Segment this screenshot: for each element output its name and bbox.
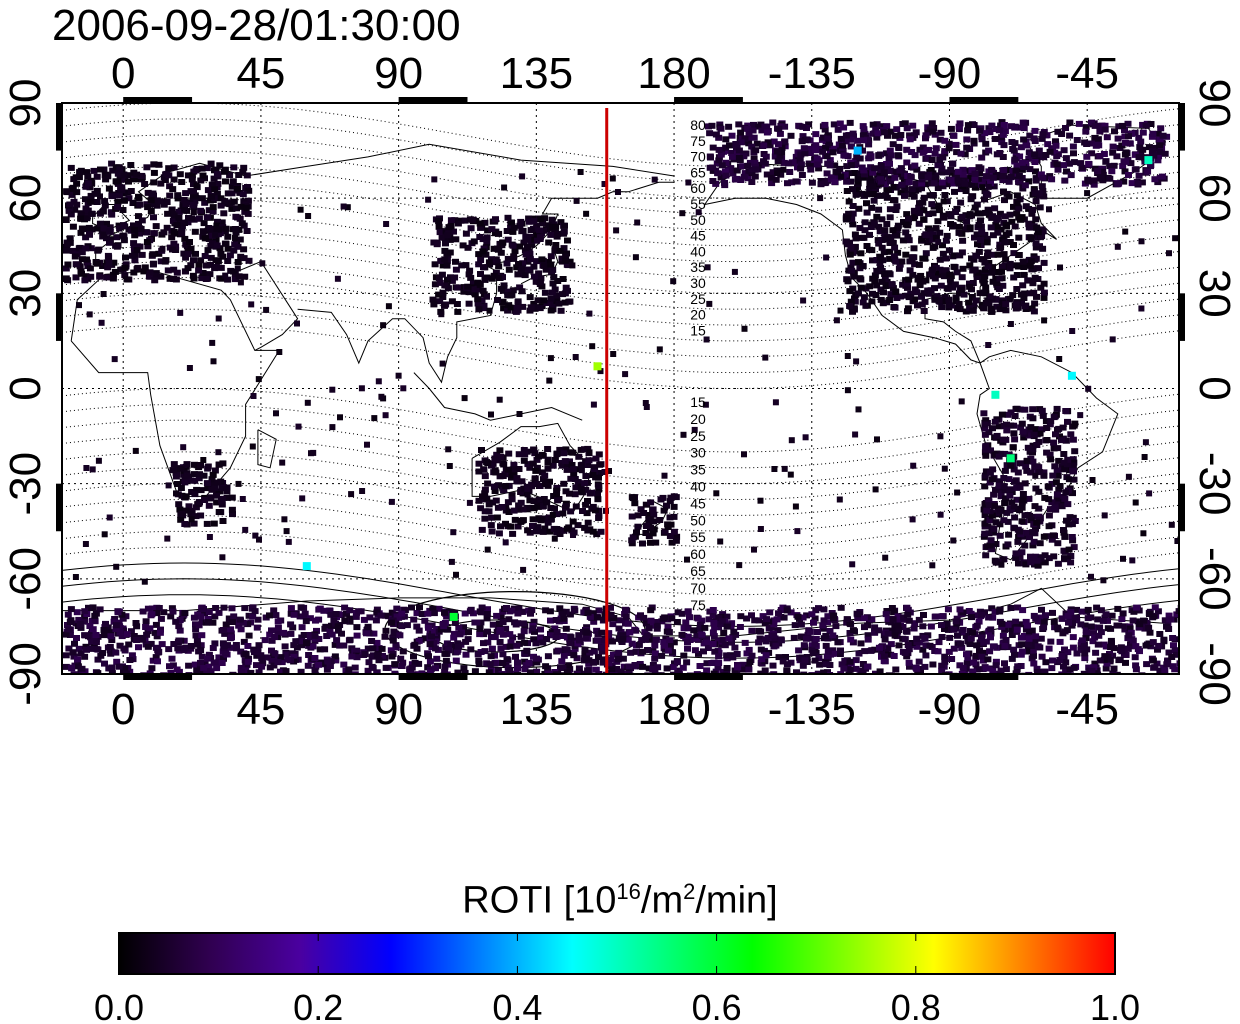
contour-label: 20	[690, 307, 706, 323]
colorbar: 0.0 0.2 0.4 0.6 0.8 1.0	[94, 932, 1140, 1024]
left-lat-tick: 60	[1, 174, 50, 223]
roti-hotspot	[449, 612, 458, 621]
contour-label: 40	[690, 243, 706, 259]
colorbar-tick-label: 0.0	[94, 987, 144, 1024]
colorbar-tick-label: 1.0	[1090, 987, 1140, 1024]
contour-label: 40	[690, 479, 706, 495]
roti-hotspot	[302, 562, 311, 571]
right-lat-tick: 60	[1190, 174, 1239, 223]
top-lon-tick: -45	[1055, 49, 1119, 98]
left-lat-tick: -30	[1, 452, 50, 516]
roti-hotspot	[1144, 156, 1153, 165]
contour-label: 50	[690, 212, 706, 228]
colorbar-title: ROTI [1016/m2/min]	[462, 879, 778, 922]
contour-label: 65	[690, 563, 706, 579]
roti-data-cells	[62, 119, 1179, 674]
roti-hotspot	[1006, 454, 1015, 463]
map-title: 2006-09-28/01:30:00	[52, 1, 461, 50]
contour-label: 70	[690, 149, 706, 165]
top-lon-tick: 135	[500, 49, 573, 98]
axis-tick-labels: 0 45 90 135 180 -135 -90 -45 0 45 90 135 180 -135 -90 -…	[1, 49, 1239, 734]
bottom-lon-tick: 45	[236, 685, 285, 734]
roti-hotspot	[853, 146, 862, 155]
contour-label: 75	[690, 133, 706, 149]
plot-frame	[61, 102, 1180, 675]
contour-label: 55	[690, 196, 706, 212]
contour-labels: 8075706560555045403530252015152025303540…	[690, 117, 706, 613]
contour-label: 45	[690, 495, 706, 511]
contour-label: 60	[690, 180, 706, 196]
contour-label: 15	[690, 394, 706, 410]
contour-label: 35	[690, 462, 706, 478]
top-lon-tick: 180	[637, 49, 710, 98]
contour-label: 60	[690, 546, 706, 562]
left-lat-tick: 0	[1, 376, 50, 400]
top-lon-tick: 90	[374, 49, 423, 98]
bottom-lon-tick: -135	[768, 685, 856, 734]
contour-label: 45	[690, 228, 706, 244]
bottom-lon-tick: 0	[111, 685, 135, 734]
left-lat-tick: -90	[1, 642, 50, 706]
roti-hotspot	[991, 390, 1000, 399]
contour-label: 20	[690, 411, 706, 427]
bottom-lon-tick: 90	[374, 685, 423, 734]
top-lon-tick: -135	[768, 49, 856, 98]
contour-label: 30	[690, 275, 706, 291]
roti-hotspot	[1067, 371, 1076, 380]
colorbar-tick-label: 0.4	[492, 987, 542, 1024]
contour-label: 25	[690, 428, 706, 444]
right-lat-tick: -30	[1190, 452, 1239, 516]
right-lat-tick: -90	[1190, 642, 1239, 706]
contour-label: 35	[690, 259, 706, 275]
contour-label: 25	[690, 291, 706, 307]
colorbar-gradient	[118, 932, 1116, 975]
bottom-lon-tick: -90	[918, 685, 982, 734]
right-lat-tick: 30	[1190, 269, 1239, 318]
top-lon-tick: 0	[111, 49, 135, 98]
top-lon-tick: 45	[236, 49, 285, 98]
contour-label: 80	[690, 117, 706, 133]
contour-label: 15	[690, 322, 706, 338]
contour-label: 75	[690, 597, 706, 613]
colorbar-ticks: 0.0 0.2 0.4 0.6 0.8 1.0	[94, 933, 1140, 1024]
roti-map: 8075706560555045403530252015152025303540…	[1, 49, 1239, 734]
right-lat-tick: -60	[1190, 547, 1239, 611]
contour-label: 70	[690, 580, 706, 596]
contour-label: 55	[690, 529, 706, 545]
colorbar-tick-label: 0.2	[293, 987, 343, 1024]
left-lat-tick: 90	[1, 79, 50, 128]
left-lat-tick: -60	[1, 547, 50, 611]
roti-hotspot	[593, 362, 602, 371]
right-lat-tick: 0	[1190, 376, 1239, 400]
top-lon-tick: -90	[918, 49, 982, 98]
bottom-lon-tick: 135	[500, 685, 573, 734]
contour-label: 50	[690, 512, 706, 528]
frame-tick-bars	[56, 97, 1185, 680]
bottom-lon-tick: -45	[1055, 685, 1119, 734]
colorbar-tick-label: 0.8	[891, 987, 941, 1024]
contour-label: 30	[690, 445, 706, 461]
colorbar-tick-label: 0.6	[692, 987, 742, 1024]
contour-label: 65	[690, 164, 706, 180]
right-lat-tick: 90	[1190, 79, 1239, 128]
bottom-lon-tick: 180	[637, 685, 710, 734]
left-lat-tick: 30	[1, 269, 50, 318]
